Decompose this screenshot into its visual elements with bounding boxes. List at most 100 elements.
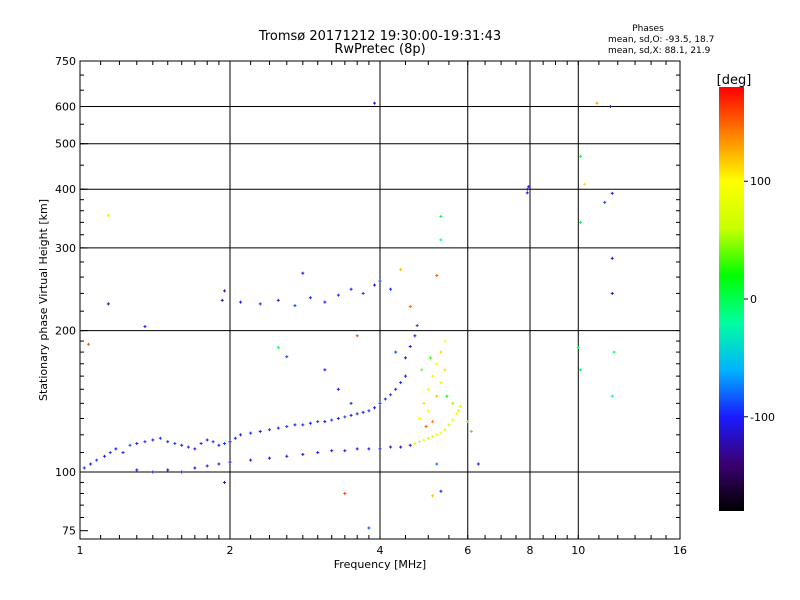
ionogram-point [217,462,221,466]
ionogram-point [223,289,227,293]
ionogram-point [173,441,177,445]
ionogram-point [323,300,327,304]
ionogram-point [82,466,86,470]
ionogram-point [394,350,398,354]
ionogram-point [108,451,112,455]
colorbar-label: [deg] [717,73,752,88]
ionogram-point [578,368,582,372]
ionogram-point [316,451,320,455]
ionogram-point [343,449,347,453]
ionogram-point [258,429,262,433]
ionogram-point [435,433,439,437]
ionogram-point [151,438,155,442]
ionogram-point [443,368,447,372]
ionogram-point [258,302,262,306]
ionogram-point [443,428,447,432]
ionogram-point [180,470,184,474]
ionogram-point [193,466,197,470]
ionogram-point [399,445,403,449]
ionogram-point [428,356,432,360]
ionogram-point [578,220,582,224]
ionogram-point [361,291,365,295]
ionogram-point [355,447,359,451]
ionogram-point [323,420,327,424]
y-axis-label: Stationary phase Virtual Height [km] [37,199,50,401]
ionogram-point [445,394,449,398]
ionogram-point [349,401,353,405]
ionogram-point [349,287,353,291]
ionogram-point [239,300,243,304]
ionogram-point [323,368,327,372]
y-tick-label: 75 [62,525,76,538]
ionogram-point [239,433,243,437]
ionogram-point [595,101,599,105]
x-tick-label: 4 [377,544,384,557]
plot-area: 1 2 4 6 8 10 16 75 100 200 300 400 500 600 750 [55,55,687,557]
ionogram-point [527,185,531,189]
ionogram-point [389,445,393,449]
ionogram-point [422,438,426,442]
ionogram-point [439,350,443,354]
ionogram-point [426,387,430,391]
x-tick-label: 10 [571,544,585,557]
ionogram-point [233,436,237,440]
y-tick-label: 400 [55,183,76,196]
ionogram-point [199,441,203,445]
ionogram-point [373,101,377,105]
ionogram-point [403,374,407,378]
phase-stats-title: Phases [632,24,664,34]
ionogram-point [135,468,139,472]
colorbar: [deg] 100 0 -100 [717,73,775,511]
ionogram-point [399,267,403,271]
colorbar-tick-label: -100 [750,411,775,424]
ionogram-point [439,431,443,435]
ionogram-point [336,387,340,391]
ionogram-point [166,468,170,472]
ionogram-point [435,462,439,466]
ionogram-point [205,464,209,468]
x-tick-label: 2 [227,544,234,557]
ionogram-point [316,420,320,424]
ionogram-point [106,213,110,217]
ionogram-point [435,394,439,398]
ionogram-point [355,334,359,338]
ionogram-point [426,436,430,440]
ionogram-point [373,283,377,287]
x-axis-label: Frequency [MHz] [334,558,426,571]
ionogram-point [408,345,412,349]
ionogram-point [276,346,280,350]
ionogram-point [249,458,253,462]
ionogram-point [447,423,451,427]
phase-stats-o: mean, sd,O: -93.5, 18.7 [608,35,714,45]
ionogram-point [417,416,421,420]
ionogram-point [367,447,371,451]
ionogram-point [383,397,387,401]
y-tick-label: 300 [55,242,76,255]
ionogram-point [576,346,580,350]
ionogram-point [458,404,462,408]
ionogram-point [608,105,612,109]
ionogram-point [128,443,132,447]
ionogram-point [285,355,289,359]
grid-lines [80,61,680,539]
ionogram-point [610,191,614,195]
ionogram-point [89,462,93,466]
y-tick-label: 100 [55,466,76,479]
ionogram-point [301,271,305,275]
ionogram-point [267,456,271,460]
ionogram-point [420,368,424,372]
ionogram-point [413,334,417,338]
ionogram-point [103,454,107,458]
ionogram-point [217,443,221,447]
ionogram-point [355,412,359,416]
ionogram-point [378,447,382,451]
colorbar-tick-label: 100 [750,175,771,188]
ionogram-point [158,436,162,440]
ionogram-point [301,423,305,427]
ionogram-point [399,381,403,385]
ionogram-point [143,440,147,444]
ionogram-point [457,409,461,413]
ionogram-point [610,291,614,295]
ionogram-point [403,356,407,360]
ionogram-point [249,431,253,435]
